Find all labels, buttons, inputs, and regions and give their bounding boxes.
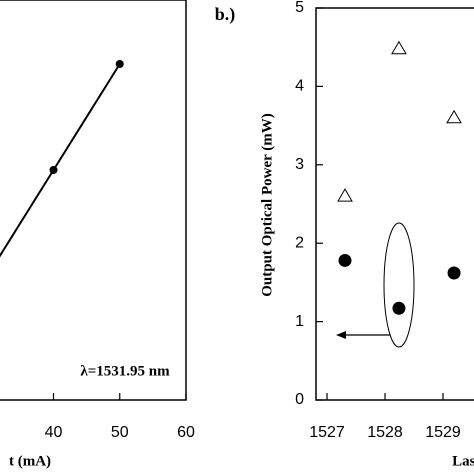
data-point: [338, 253, 352, 267]
y-tick-label: 3: [295, 156, 304, 173]
arrow-head: [336, 331, 346, 339]
data-line: [0, 63, 121, 258]
x-tick-label: 1529: [425, 424, 461, 441]
data-point: [49, 166, 58, 174]
data-point: [392, 301, 406, 315]
x-axis-label: Lasin: [452, 453, 474, 469]
plot: [315, 7, 474, 401]
x-tick-label: 1527: [309, 424, 345, 441]
y-tick-label: 5: [295, 0, 304, 16]
data-point: [337, 188, 353, 202]
y-axis-label: Output Optical Power (mW): [259, 113, 275, 296]
x-tick-label: 50: [111, 424, 129, 441]
plot-frame: [0, 0, 187, 401]
plot-frame: [315, 7, 474, 401]
data-point: [391, 40, 407, 55]
y-tick-label: 1: [295, 313, 304, 330]
x-tick-label: 40: [45, 424, 63, 441]
y-tick-label: 4: [295, 78, 304, 95]
panel-label: b.): [215, 4, 236, 25]
annotation: λ=1531.95 nm: [80, 363, 170, 379]
y-tick-label: 2: [295, 234, 304, 251]
data-point: [446, 109, 462, 124]
x-tick-label: 1528: [367, 424, 403, 441]
y-tick-label: 0: [295, 391, 304, 408]
x-tick-label: 60: [177, 424, 195, 441]
highlight-ellipse: [383, 222, 415, 348]
data-point: [115, 60, 124, 68]
plot: [0, 0, 187, 401]
x-axis-label: t (mA): [9, 453, 51, 469]
data-point: [447, 266, 461, 280]
